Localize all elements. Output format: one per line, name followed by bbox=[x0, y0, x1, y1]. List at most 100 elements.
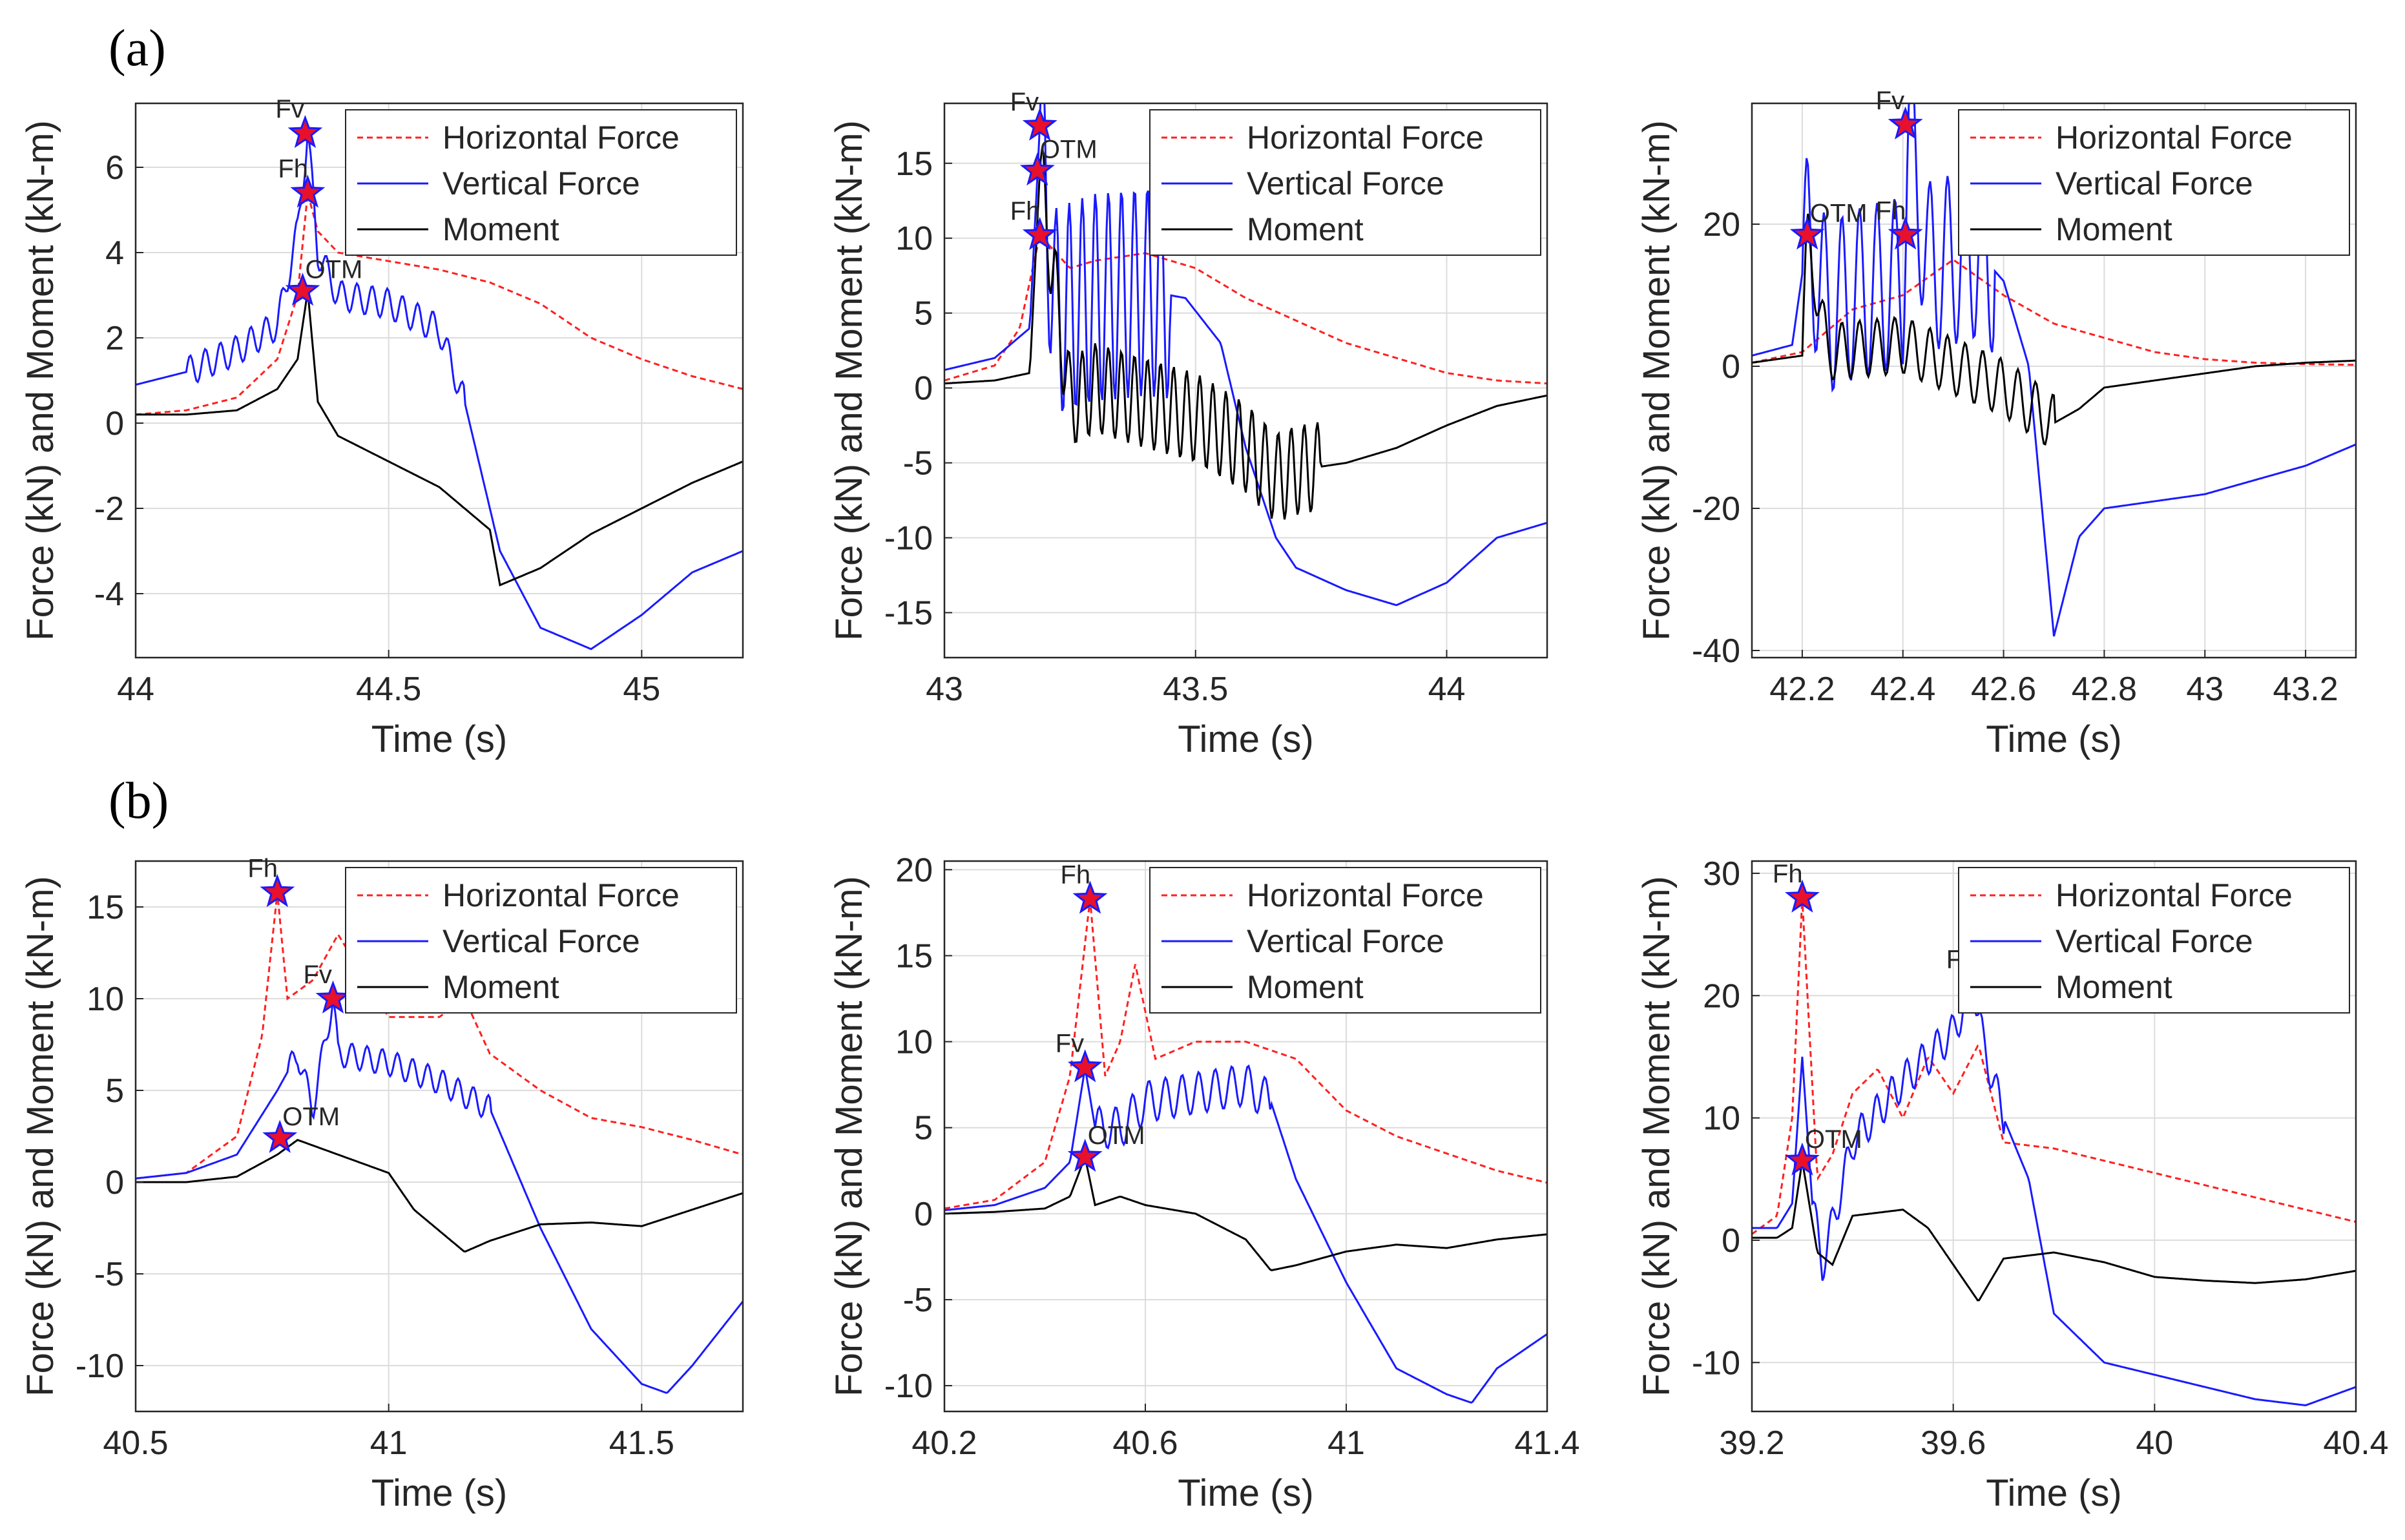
y-tick-label: 0 bbox=[105, 405, 124, 442]
y-tick-label: 10 bbox=[1703, 1100, 1740, 1138]
series-line-vertical-force bbox=[136, 132, 743, 650]
x-tick-label: 44 bbox=[117, 671, 154, 708]
axes-box bbox=[1751, 102, 2357, 659]
y-tick-label: 0 bbox=[105, 1164, 124, 1202]
marker-label-fh: Fh bbox=[278, 155, 308, 183]
x-tick-label: 41 bbox=[1327, 1424, 1365, 1462]
legend-entry-moment: Moment bbox=[2056, 969, 2172, 1005]
x-axis-label: Time (s) bbox=[371, 718, 507, 760]
axes-box bbox=[943, 102, 1548, 659]
y-axis-label: Force (kN) and Moment (kN-m) bbox=[1636, 876, 1678, 1397]
legend-entry-vertical-force: Vertical Force bbox=[1247, 923, 1444, 959]
marker-star-fv bbox=[1022, 107, 1057, 141]
row-label-b: (b) bbox=[109, 773, 169, 829]
x-axis-label: Time (s) bbox=[1178, 1472, 1313, 1514]
x-tick-label: 44 bbox=[1428, 671, 1466, 708]
legend-entry-horizontal-force: Horizontal Force bbox=[442, 120, 680, 156]
axes-box bbox=[134, 860, 744, 1413]
y-tick-label: 5 bbox=[914, 295, 933, 333]
series-line-vertical-force bbox=[136, 999, 743, 1394]
x-tick-label: 40.6 bbox=[1112, 1424, 1178, 1462]
y-tick-label: -10 bbox=[76, 1348, 124, 1385]
marker-star-otm bbox=[285, 273, 320, 306]
y-tick-label: -10 bbox=[884, 519, 933, 557]
x-tick-label: 41 bbox=[370, 1424, 408, 1462]
legend-entry-horizontal-force: Horizontal Force bbox=[1247, 877, 1484, 913]
y-tick-label: 10 bbox=[895, 220, 933, 258]
y-tick-label: -40 bbox=[1692, 632, 1740, 670]
series-line-horizontal-force bbox=[944, 902, 1547, 1210]
axes-box bbox=[1751, 860, 2357, 1413]
legend-entry-horizontal-force: Horizontal Force bbox=[2056, 120, 2293, 156]
marker-label-fh: Fh bbox=[1010, 197, 1041, 225]
x-axis-label: Time (s) bbox=[1986, 1472, 2121, 1514]
marker-label-fv: Fv bbox=[275, 95, 304, 123]
legend-entry-vertical-force: Vertical Force bbox=[2056, 165, 2253, 202]
x-tick-label: 41.4 bbox=[1514, 1424, 1579, 1462]
marker-star-otm bbox=[1019, 152, 1055, 186]
series-line-moment bbox=[1752, 1160, 2356, 1302]
y-axis-label: Force (kN) and Moment (kN-m) bbox=[828, 876, 870, 1397]
marker-star-otm bbox=[262, 1119, 298, 1153]
y-tick-label: 30 bbox=[1703, 855, 1740, 893]
y-axis-label: Force (kN) and Moment (kN-m) bbox=[19, 876, 61, 1397]
y-axis-label: Force (kN) and Moment (kN-m) bbox=[19, 120, 61, 641]
chart-5: 40.2 40.6 41 41.4 -10 -5 0 5 10 15 20 Time (s) Force… bbox=[828, 851, 1580, 1514]
marker-label-fv: Fv bbox=[1010, 88, 1039, 116]
marker-label-fh: Fh bbox=[1773, 860, 1803, 888]
legend-entry-moment: Moment bbox=[442, 211, 559, 247]
x-tick-label: 40.2 bbox=[911, 1424, 977, 1462]
row-label-a: (a) bbox=[109, 20, 166, 77]
y-tick-label: 20 bbox=[1703, 977, 1740, 1015]
marker-star-fh bbox=[1888, 216, 1923, 250]
marker-star-fv bbox=[315, 980, 351, 1014]
axes-box bbox=[943, 860, 1548, 1413]
marker-star-fh bbox=[260, 873, 295, 908]
y-tick-label: 2 bbox=[105, 320, 124, 357]
marker-label-fh: Fh bbox=[247, 854, 278, 882]
legend-entry-moment: Moment bbox=[2056, 211, 2172, 247]
y-tick-label: 5 bbox=[105, 1072, 124, 1110]
y-tick-label: 5 bbox=[914, 1110, 933, 1147]
x-tick-label: 39.2 bbox=[1719, 1424, 1784, 1462]
y-tick-label: 15 bbox=[87, 889, 124, 926]
x-tick-label: 42.4 bbox=[1870, 671, 1935, 708]
legend-entry-horizontal-force: Horizontal Force bbox=[442, 877, 680, 913]
marker-star-otm bbox=[1784, 1142, 1820, 1176]
series-line-moment bbox=[136, 1139, 743, 1253]
legend-entry-vertical-force: Vertical Force bbox=[442, 923, 640, 959]
y-tick-label: 15 bbox=[895, 145, 933, 183]
chart-3: 42.2 42.4 42.6 42.8 43 43.2 -40 -20 0 20 Time (s) F… bbox=[1636, 87, 2357, 760]
marker-label-fv: Fv bbox=[304, 961, 332, 989]
legend-entry-horizontal-force: Horizontal Force bbox=[1247, 120, 1484, 156]
y-tick-label: 20 bbox=[895, 851, 933, 889]
marker-label-otm: OTM bbox=[306, 255, 363, 284]
x-tick-label: 42.8 bbox=[2072, 671, 2137, 708]
y-tick-label: 0 bbox=[914, 370, 933, 408]
marker-label-otm: OTM bbox=[1810, 200, 1868, 228]
y-tick-label: -10 bbox=[1692, 1344, 1740, 1382]
chart-2: 43 43.5 44 -15 -10 -5 0 5 10 15 Time (s) Force (kN)… bbox=[828, 88, 1548, 760]
legend-entry-horizontal-force: Horizontal Force bbox=[2056, 877, 2293, 913]
axes-box bbox=[134, 102, 744, 659]
series-line-vertical-force bbox=[944, 1064, 1547, 1404]
series-line-vertical-force bbox=[1752, 103, 2356, 637]
x-tick-label: 43.5 bbox=[1163, 671, 1228, 708]
y-tick-label: -15 bbox=[884, 594, 933, 632]
marker-label-fh: Fh bbox=[1060, 861, 1090, 890]
x-tick-label: 42.6 bbox=[1971, 671, 2036, 708]
marker-star-fv bbox=[1888, 106, 1923, 140]
marker-label-otm: OTM bbox=[1040, 135, 1098, 163]
x-tick-label: 40.5 bbox=[103, 1424, 168, 1462]
marker-label-otm: OTM bbox=[282, 1103, 340, 1131]
y-tick-label: -20 bbox=[1692, 490, 1740, 528]
y-tick-label: -5 bbox=[903, 1282, 933, 1319]
x-tick-label: 39.6 bbox=[1921, 1424, 1986, 1462]
y-tick-label: 0 bbox=[1722, 1222, 1740, 1260]
y-tick-label: 10 bbox=[87, 981, 124, 1018]
x-tick-label: 44.5 bbox=[356, 671, 421, 708]
y-tick-label: -5 bbox=[94, 1256, 124, 1293]
marker-star-fh bbox=[1072, 880, 1108, 914]
y-tick-label: 20 bbox=[1703, 206, 1740, 244]
